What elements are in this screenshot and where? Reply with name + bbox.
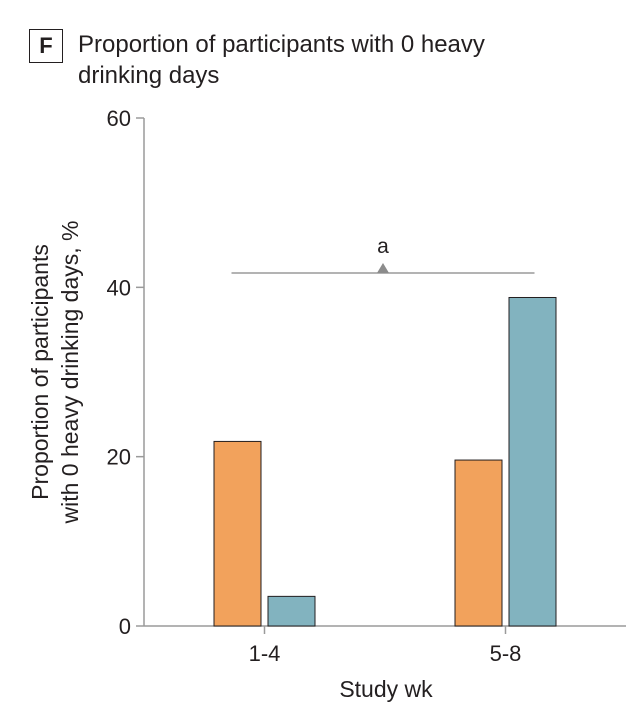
- bar: [454, 459, 503, 627]
- x-tick-label: 5-8: [490, 641, 522, 666]
- y-tick-label: 40: [107, 275, 131, 300]
- bar: [213, 440, 262, 627]
- y-axis-label: Proportion of participants with 0 heavy d…: [27, 221, 83, 525]
- significance-label: a: [377, 235, 389, 258]
- x-axis-label: Study wk: [339, 676, 433, 702]
- bar: [267, 595, 316, 627]
- x-tick-label: 1-4: [249, 641, 281, 666]
- significance-marker: [377, 262, 389, 273]
- y-tick-label: 60: [107, 106, 131, 131]
- y-axis-label-line: with 0 heavy drinking days, %: [57, 221, 83, 525]
- bars: [213, 296, 557, 627]
- chart-title: Proportion of participants with 0 heavy …: [78, 31, 485, 89]
- annotations: a: [231, 235, 535, 274]
- y-axis-label-line: Proportion of participants: [27, 244, 53, 500]
- bar: [508, 296, 557, 627]
- y-tick-label: 20: [107, 445, 131, 470]
- y-tick-label: 0: [119, 614, 131, 639]
- panel-letter: F: [29, 29, 63, 63]
